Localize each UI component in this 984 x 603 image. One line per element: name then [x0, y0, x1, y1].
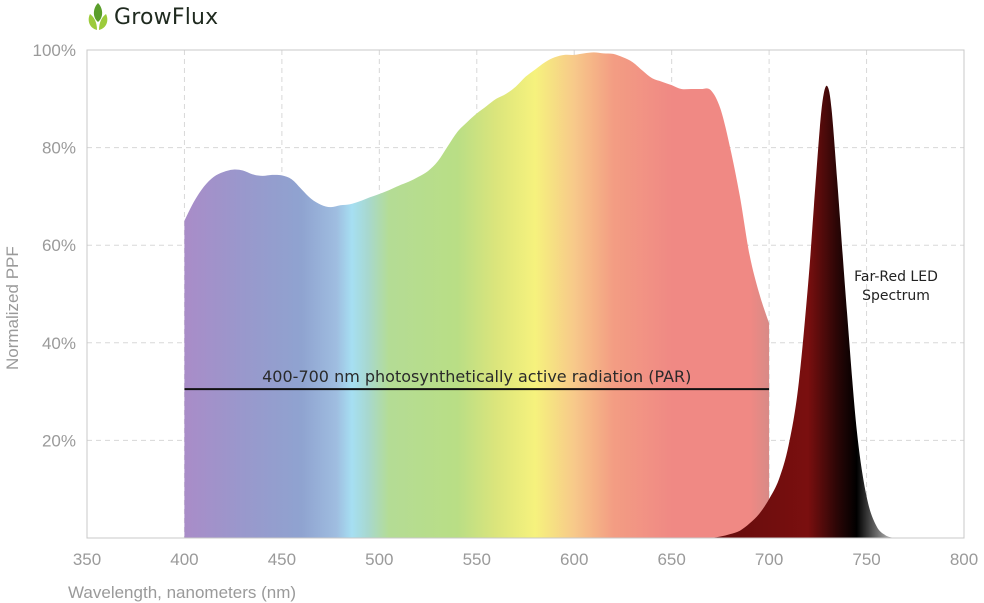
x-tick-label: 400: [170, 550, 198, 569]
brand-logo: GrowFlux: [86, 2, 218, 32]
x-tick-label: 450: [268, 550, 296, 569]
annotations: 400-700 nm photosynthetically active rad…: [184, 269, 938, 391]
tick-labels: 350 400 450 500 550 600 650 700 750 800 20% 40% 60% 8…: [33, 41, 979, 569]
y-tick-label: 80%: [42, 139, 76, 158]
y-tick-label: 20%: [42, 431, 76, 450]
far-red-label-line: Spectrum: [862, 288, 930, 304]
leaf-sprout-icon: [88, 3, 108, 30]
par-label: 400-700 nm photosynthetically active rad…: [262, 367, 691, 386]
y-tick-label: 100%: [33, 41, 76, 60]
plot-frame: [86, 49, 965, 539]
x-tick-label: 800: [950, 550, 978, 569]
y-tick-label: 40%: [42, 334, 76, 353]
x-tick-label: 700: [755, 550, 783, 569]
brand-name: GrowFlux: [114, 4, 219, 30]
x-tick-label: 350: [73, 550, 101, 569]
x-tick-label: 550: [463, 550, 491, 569]
x-tick-label: 750: [852, 550, 880, 569]
par-spectrum-area: [184, 52, 770, 539]
x-axis-label: Wavelength, nanometers (nm): [68, 583, 296, 602]
far-red-label-line: Far-Red LED: [854, 269, 938, 285]
y-tick-label: 60%: [42, 236, 76, 255]
x-tick-label: 650: [657, 550, 685, 569]
far-red-led-peak: [710, 85, 896, 538]
series-layer: [184, 52, 896, 539]
x-tick-label: 500: [365, 550, 393, 569]
y-axis-label: Normalized PPF: [3, 246, 22, 370]
x-tick-label: 600: [560, 550, 588, 569]
